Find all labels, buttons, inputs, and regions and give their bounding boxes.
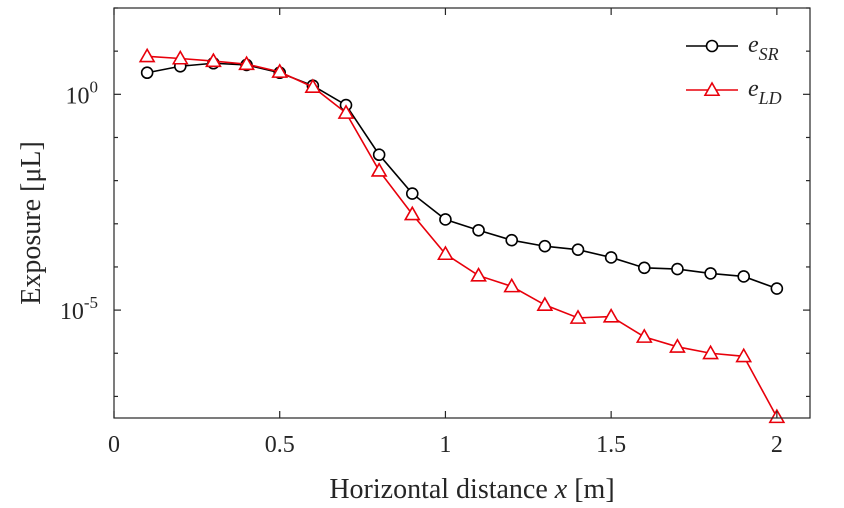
y-tick-label-base: 10: [60, 299, 84, 325]
data-point-ld: [470, 266, 487, 282]
data-point-sr: [737, 270, 751, 283]
legend-label-main: e: [748, 76, 759, 102]
data-point-ld: [437, 245, 454, 261]
data-point-ld: [171, 49, 189, 65]
data-point-sr: [637, 261, 651, 275]
data-point-sr: [538, 239, 552, 253]
data-point-ld: [669, 338, 686, 353]
series-line-sr: [146, 62, 778, 290]
legend-entry-ld: eLD: [686, 76, 782, 108]
x-axis-label-text: Horizontal distance: [329, 474, 547, 505]
data-point-ld: [304, 78, 322, 94]
legend-entry-sr: eSR: [686, 32, 779, 64]
legend-label-sub: LD: [758, 88, 782, 108]
data-point-sr: [472, 223, 485, 237]
x-axis-label-unit: [m]: [574, 474, 614, 505]
data-point-ld: [602, 307, 620, 323]
legend-label: eLD: [748, 76, 782, 108]
y-tick-label: 10-5: [60, 293, 98, 325]
y-tick-label: 100: [66, 77, 99, 109]
data-point-sr: [140, 66, 154, 80]
data-point-ld: [238, 55, 255, 71]
data-point-ld: [271, 63, 289, 78]
legend-marker: [705, 39, 719, 53]
data-point-sr: [505, 233, 519, 247]
x-tick-label: 0.5: [265, 432, 295, 458]
data-point-ld: [735, 347, 753, 363]
series-layer: [138, 47, 786, 424]
x-axis-label: Horizontal distance x [m]: [329, 474, 614, 505]
y-tick-label-base: 10: [66, 83, 90, 109]
data-point-sr: [704, 267, 717, 280]
data-point-sr: [372, 148, 386, 162]
labels-layer: Horizontal distance x [m] Exposure [μL]: [16, 141, 615, 505]
data-point-ld: [536, 296, 554, 311]
y-tick-label-exponent: 0: [90, 77, 99, 96]
data-point-ld: [569, 309, 587, 324]
data-point-ld: [205, 52, 222, 68]
legend-label-main: e: [748, 32, 759, 58]
x-tick-label: 1.5: [596, 432, 626, 458]
legend-label-sub: SR: [759, 44, 779, 64]
data-point-sr: [439, 213, 452, 226]
plot-frame: [113, 7, 811, 419]
data-point-sr: [770, 282, 784, 295]
legend-marker: [703, 81, 721, 97]
data-point-ld: [503, 277, 521, 293]
x-tick-label: 2: [771, 432, 783, 458]
data-point-ld: [403, 205, 421, 221]
series-ld: [138, 47, 786, 424]
legend-label: eSR: [748, 32, 779, 64]
data-point-ld: [337, 104, 355, 119]
data-point-ld: [702, 344, 719, 360]
y-tick-label-exponent: -5: [84, 293, 98, 312]
y-axis-label: Exposure [μL]: [16, 141, 47, 305]
data-point-sr: [405, 187, 419, 200]
data-point-ld: [635, 328, 653, 343]
data-point-sr: [571, 243, 585, 256]
series-sr: [140, 56, 784, 295]
x-axis-label-var: x: [554, 474, 568, 505]
series-line-ld: [147, 55, 778, 418]
data-point-ld: [138, 47, 156, 63]
x-tick-label: 1: [439, 432, 451, 458]
data-point-sr: [671, 262, 684, 276]
data-point-ld: [370, 162, 388, 177]
data-point-sr: [604, 251, 618, 264]
x-tick-label: 0: [108, 432, 120, 458]
